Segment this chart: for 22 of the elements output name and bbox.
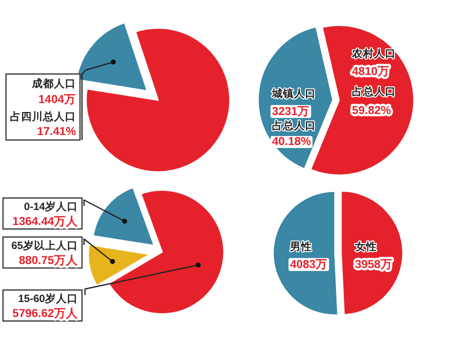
data-label: 4083万 [290, 258, 328, 271]
data-label: 5796.62万人 [12, 307, 79, 320]
text: 1404万 [38, 93, 76, 106]
slice-label: 65岁以上人口 [11, 239, 78, 252]
slice-label: 0-14岁人口 [24, 200, 78, 213]
data-label: 3231万 [272, 105, 310, 118]
text: 占四川总人口 [10, 110, 76, 123]
slice-label: 男性 [289, 240, 312, 253]
slice-label: 城镇人口 [271, 87, 316, 100]
slice-label: 农村人口 [351, 47, 396, 60]
data-label: 17.41% [36, 126, 76, 138]
text: 占总人口 [272, 119, 316, 132]
slice-label: 成都人口 [31, 77, 76, 90]
slice-label: 15-60岁人口 [18, 292, 78, 305]
data-label: 1364.44万人 [12, 215, 79, 228]
slice-label: 女性 [354, 240, 377, 253]
data-label: 880.75万人 [18, 254, 79, 267]
text: 59.82% [352, 105, 392, 117]
text: 占总人口 [352, 85, 396, 98]
data-label: 3958万 [355, 258, 393, 271]
data-label: 4810万 [352, 65, 390, 78]
text: 40.18% [272, 136, 312, 148]
